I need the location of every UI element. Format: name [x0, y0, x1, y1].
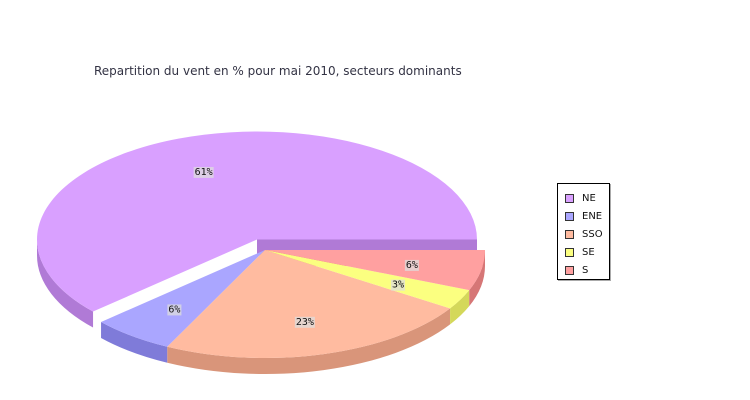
pie-label-ene: 6%: [168, 304, 180, 315]
pie-label-se: 3%: [392, 280, 404, 291]
legend-item-se: SE: [565, 246, 595, 258]
legend-swatch: [565, 229, 574, 239]
pie-slice-side-ne: [37, 239, 94, 328]
legend-swatch: [565, 193, 574, 203]
legend-item-sso: SSO: [565, 228, 603, 240]
pie-label-ne: 61%: [195, 167, 213, 178]
pie-slice-s: [265, 250, 485, 291]
pie-slice-ene: [101, 250, 265, 347]
chart-title: Repartition du vent en % pour mai 2010, …: [94, 64, 462, 78]
pie-slice-side-se: [450, 290, 470, 325]
legend-item-s: S: [565, 264, 588, 276]
legend-label: SSO: [582, 228, 603, 240]
legend-swatch: [565, 265, 574, 275]
pie-label-bg-ene: [167, 304, 182, 316]
pie-label-s: 6%: [406, 260, 418, 271]
pie-label-bg-se: [390, 279, 405, 291]
legend-label: SE: [582, 246, 595, 258]
legend-label: ENE: [582, 210, 603, 222]
pie-label-bg-ne: [193, 166, 214, 178]
legend-swatch: [565, 247, 574, 257]
pie-slice-ne: [37, 131, 478, 312]
pie-label-sso: 23%: [296, 317, 314, 328]
legend: NE ENE SSO SE S: [557, 183, 610, 280]
legend-label: S: [582, 264, 589, 276]
pie-slice-se: [265, 250, 470, 309]
legend-item-ene: ENE: [565, 210, 602, 222]
legend-swatch: [565, 211, 574, 221]
pie-slice-side-s: [469, 250, 485, 307]
pie-label-bg-s: [404, 259, 419, 271]
pie-slice-sso: [167, 250, 451, 359]
pie-label-bg-sso: [294, 316, 315, 328]
legend-label: NE: [582, 192, 596, 204]
pie-slice-side-sso: [167, 308, 451, 374]
pie-slice-side-ene: [101, 322, 168, 363]
legend-item-ne: NE: [565, 192, 596, 204]
